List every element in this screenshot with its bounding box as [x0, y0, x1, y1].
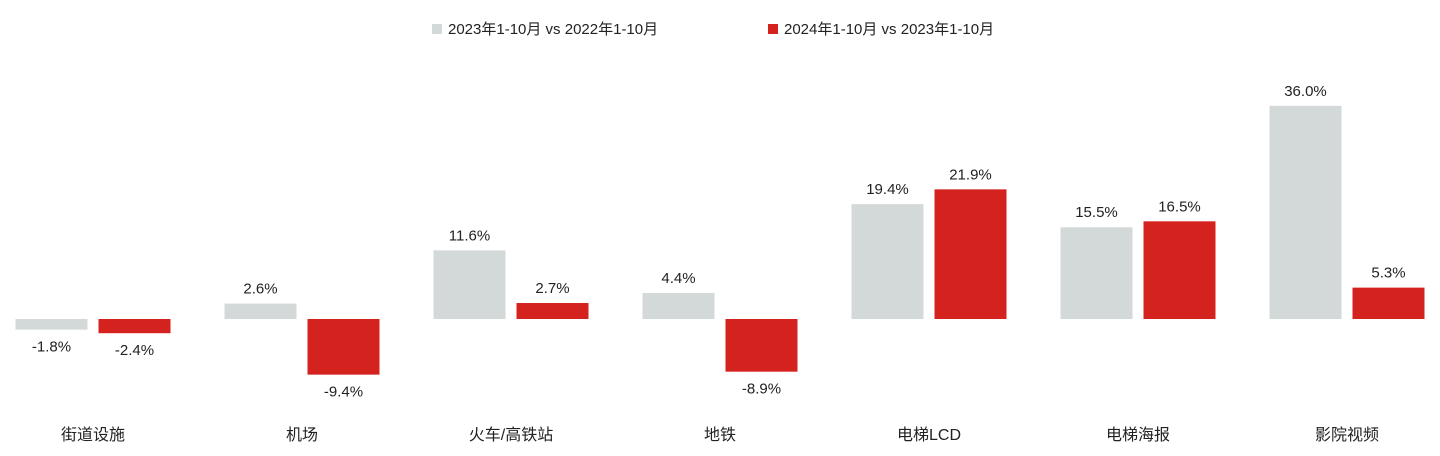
bar-series-2-4 [725, 319, 798, 372]
data-label-series-2-7: 5.3% [1371, 265, 1405, 282]
category-label-7: 影院视频 [1315, 426, 1379, 444]
legend-label-series-2: 2024年1-10月 vs 2023年1-10月 [784, 21, 995, 38]
bar-series-1-1 [15, 319, 88, 330]
legend-swatch-series-2 [768, 23, 778, 34]
data-label-series-1-1: -1.8% [32, 339, 71, 356]
bar-series-2-7 [1352, 287, 1425, 319]
category-label-5: 电梯LCD [897, 426, 961, 444]
data-label-series-1-3: 11.6% [449, 227, 490, 244]
bar-series-2-3 [516, 303, 589, 319]
data-label-series-1-5: 19.4% [866, 181, 909, 198]
bar-series-1-6 [1060, 227, 1133, 319]
data-label-series-2-1: -2.4% [115, 342, 154, 359]
bar-series-2-1 [98, 319, 171, 334]
data-label-series-1-2: 2.6% [243, 281, 277, 298]
data-label-series-2-3: 2.7% [535, 280, 569, 297]
data-label-series-1-7: 36.0% [1284, 83, 1327, 100]
category-label-6: 电梯海报 [1106, 426, 1170, 444]
bar-series-1-7 [1269, 105, 1342, 319]
data-label-series-1-4: 4.4% [661, 270, 695, 287]
legend-item-series-1: 2023年1-10月 vs 2022年1-10月 [432, 18, 658, 39]
bar-series-1-5 [851, 204, 924, 319]
category-label-2: 机场 [286, 426, 318, 444]
bar-series-1-4 [642, 292, 715, 319]
bar-series-2-5 [934, 189, 1007, 319]
category-label-3: 火车/高铁站 [469, 426, 553, 444]
legend-item-series-2: 2024年1-10月 vs 2023年1-10月 [768, 18, 994, 39]
data-label-series-2-4: -8.9% [742, 381, 781, 398]
legend-swatch-series-1 [432, 23, 442, 34]
category-label-1: 街道设施 [61, 426, 125, 444]
legend: 2023年1-10月 vs 2022年1-10月 2024年1-10月 vs 2… [0, 18, 1440, 42]
data-label-series-2-5: 21.9% [949, 166, 992, 183]
bar-series-1-3 [433, 250, 506, 319]
category-label-4: 地铁 [704, 426, 736, 444]
data-label-series-2-6: 16.5% [1158, 198, 1201, 215]
data-label-series-1-6: 15.5% [1075, 204, 1118, 221]
bar-series-1-2 [224, 303, 297, 319]
bar-series-2-6 [1143, 221, 1216, 319]
bar-series-2-2 [307, 319, 380, 375]
legend-label-series-1: 2023年1-10月 vs 2022年1-10月 [448, 21, 659, 38]
data-label-series-2-2: -9.4% [324, 384, 363, 401]
